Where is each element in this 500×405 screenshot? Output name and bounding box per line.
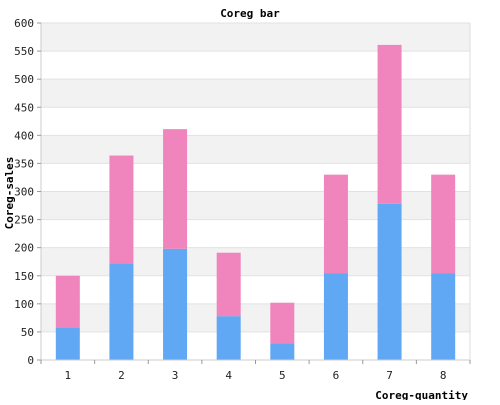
grid-band [41,247,470,276]
bar-7-segment-1 [377,203,402,360]
bar-3-segment-2 [163,129,188,249]
bar-5-segment-2 [270,302,295,344]
x-tick-label: 8 [440,369,447,382]
grid-bands [41,23,470,332]
bar-8-segment-1 [431,273,456,360]
bar-5-segment-1 [270,343,295,360]
x-tick-label: 6 [333,369,340,382]
x-tick-label: 5 [279,369,286,382]
y-tick-label: 350 [14,157,34,170]
grid-band [41,23,470,52]
y-tick-labels: 0 50 100 150 200 250 300 350 400 450 500 550 600 [14,17,41,367]
y-tick-label: 250 [14,214,34,227]
y-tick-label: 150 [14,270,34,283]
x-axis-label: Coreg-quantity [375,389,468,400]
y-tick-label: 500 [14,73,34,86]
y-tick-label: 450 [14,101,34,114]
bar-3-segment-1 [163,248,188,360]
y-tick-label: 0 [27,354,34,367]
bar-1-segment-2 [55,275,80,328]
grid-band [41,191,470,220]
y-tick-label: 550 [14,45,34,58]
y-tick-label: 50 [21,326,34,339]
x-tick-label: 1 [65,369,72,382]
bar-6-segment-2 [323,174,348,274]
bar-8-segment-2 [431,174,456,274]
bar-2-segment-2 [109,155,134,264]
y-tick-label: 400 [14,129,34,142]
grid-band [41,135,470,164]
bar-4-segment-1 [216,316,241,360]
bar-6-segment-1 [323,273,348,360]
bars [55,44,456,360]
y-axis-label: Coreg-sales [3,157,16,230]
y-tick-label: 300 [14,186,34,199]
x-tick-labels: 1 2 3 4 5 6 7 8 [40,360,471,382]
y-tick-label: 600 [14,17,34,30]
grid-band [41,79,470,108]
grid-band [41,303,470,332]
y-tick-label: 200 [14,242,34,255]
x-tick-label: 2 [118,369,125,382]
bar-7-segment-2 [377,44,402,204]
bar-2-segment-1 [109,263,134,360]
chart-title: Coreg bar [220,7,280,20]
bar-4-segment-2 [216,252,241,317]
bar-1-segment-1 [55,327,80,360]
x-tick-label: 7 [386,369,393,382]
y-tick-label: 100 [14,298,34,311]
x-tick-label: 3 [172,369,179,382]
x-tick-label: 4 [225,369,232,382]
